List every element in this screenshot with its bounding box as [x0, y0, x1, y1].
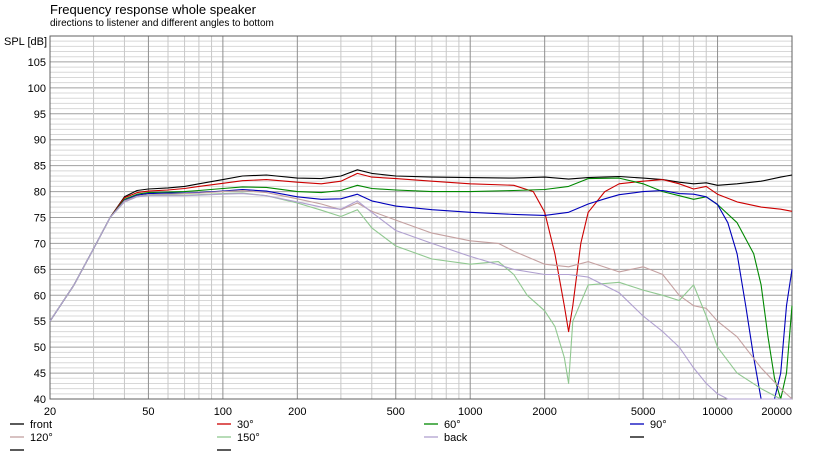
x-tick-label: 2000: [532, 406, 556, 418]
y-tick-label: 90: [34, 135, 46, 147]
legend-label: back: [444, 432, 468, 444]
x-tick-label: 500: [387, 406, 405, 418]
legend-label: 150°: [237, 432, 260, 444]
y-tick-label: 75: [34, 213, 46, 225]
series-line-90: [49, 188, 793, 400]
x-tick-label: 20: [44, 406, 56, 418]
legend: front 30° 60° 90° 120° 150° back: [10, 419, 667, 451]
x-tick-label: 200: [288, 406, 306, 418]
series-line-30: [49, 172, 793, 333]
chart-title: Frequency response whole speaker: [50, 2, 256, 17]
y-tick-label: 105: [28, 57, 46, 69]
plot-frame: [49, 35, 793, 400]
y-tick-label: 95: [34, 109, 46, 121]
y-tick-label: 65: [34, 264, 46, 276]
series-line-60: [49, 177, 793, 400]
y-tick-label: 60: [34, 290, 46, 302]
x-tick-label: 1000: [458, 406, 482, 418]
series-line-front: [49, 169, 793, 322]
y-tick-label: 85: [34, 161, 46, 173]
x-tick-label: 10000: [702, 406, 733, 418]
series-line-back: [49, 193, 792, 400]
legend-label: front: [30, 419, 52, 431]
x-tick-label: 50: [142, 406, 154, 418]
x-tick-label: 100: [214, 406, 232, 418]
y-tick-label: 70: [34, 238, 46, 250]
x-tick-label: 5000: [631, 406, 655, 418]
y-tick-label: 55: [34, 316, 46, 328]
y-tick-label: 100: [28, 83, 46, 95]
chart-subtitle: directions to listener and different ang…: [50, 18, 274, 29]
axis-ticks: 40 45 50 55 60 65 70 75 80 85 90 95 100 105 20 50 100 200…: [28, 57, 792, 418]
y-tick-label: 45: [34, 368, 46, 380]
legend-label: 90°: [650, 419, 667, 431]
grid: [49, 35, 793, 400]
legend-label: 30°: [237, 419, 254, 431]
series-lines: [49, 169, 793, 400]
y-tick-label: 40: [34, 394, 46, 406]
x-tick-label: 20000: [761, 406, 792, 418]
y-tick-label: 80: [34, 187, 46, 199]
y-tick-label: 50: [34, 342, 46, 354]
y-axis-label: SPL [dB]: [4, 36, 47, 48]
legend-label: 60°: [444, 419, 461, 431]
legend-label: 120°: [30, 432, 53, 444]
